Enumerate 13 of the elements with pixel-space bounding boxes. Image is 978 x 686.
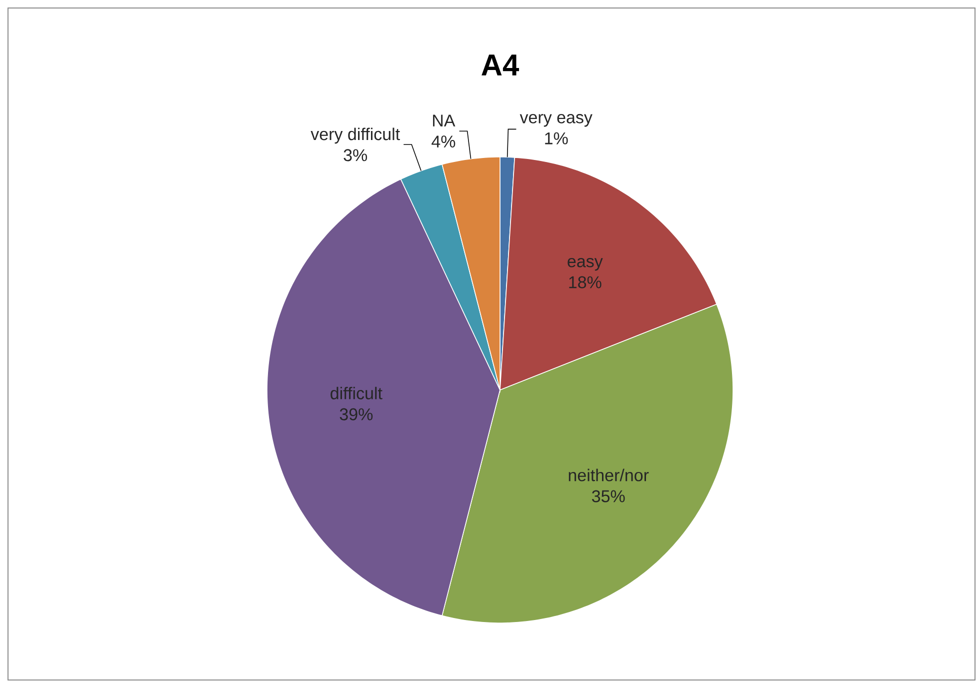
slice-label: very easy xyxy=(520,114,592,127)
data-label: 1% xyxy=(545,132,568,144)
slice-label: very difficult xyxy=(310,128,400,144)
slice-label: NA xyxy=(433,114,456,126)
data-label: 39% xyxy=(340,408,373,420)
data-label: 18% xyxy=(569,276,602,288)
data-label: 4% xyxy=(432,136,456,148)
data-label: 3% xyxy=(344,149,368,162)
slice-label: easy xyxy=(568,258,603,271)
slice-label: neither/nor xyxy=(568,468,649,482)
data-label: 35% xyxy=(592,490,625,502)
chart-title: A4 xyxy=(482,54,520,76)
slice-label: difficult xyxy=(330,386,382,400)
